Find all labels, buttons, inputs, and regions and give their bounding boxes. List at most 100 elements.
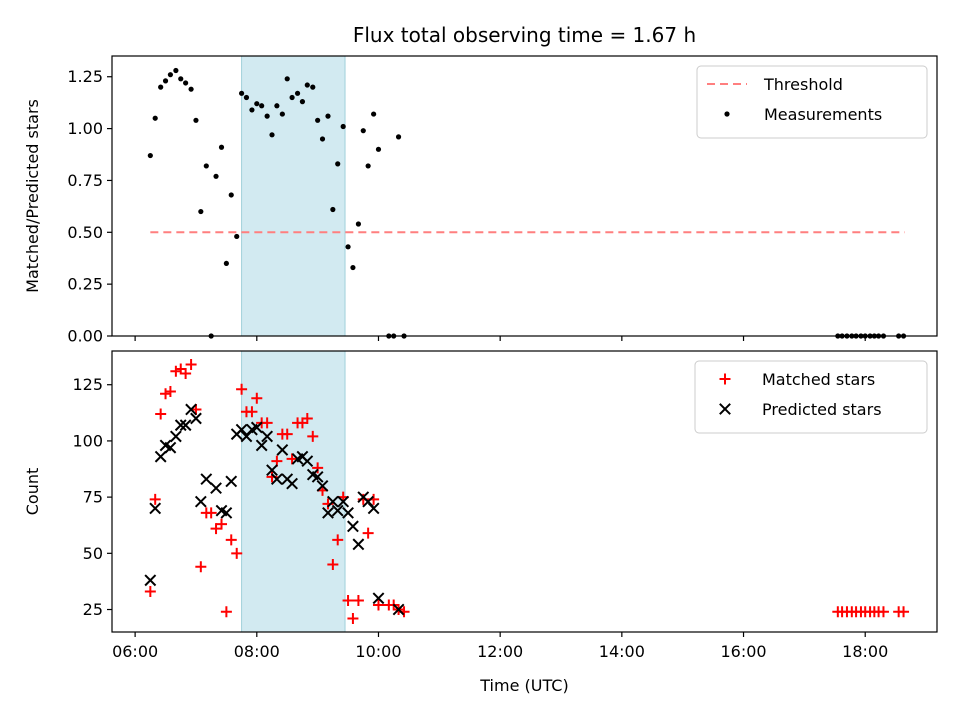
data-point — [274, 103, 280, 109]
data-point — [144, 586, 156, 598]
data-point — [162, 78, 169, 84]
data-point — [395, 134, 402, 140]
data-point — [254, 101, 260, 107]
data-point — [174, 419, 187, 432]
data-point — [149, 493, 161, 505]
data-point — [315, 117, 321, 123]
x-tick-label: 14:00 — [599, 642, 645, 661]
data-point — [194, 495, 207, 508]
data-point — [307, 430, 319, 442]
data-point — [898, 606, 910, 618]
x-tick-label: 10:00 — [355, 642, 401, 661]
legend: Matched stars Predicted stars — [694, 360, 928, 434]
data-point — [220, 506, 233, 519]
data-point — [234, 233, 240, 240]
x-tick-label: 16:00 — [720, 642, 766, 661]
data-point — [185, 403, 198, 416]
data-point — [223, 260, 229, 267]
y-tick-label: 0.25 — [67, 275, 103, 294]
data-point — [342, 595, 354, 607]
data-point — [261, 417, 273, 429]
y-tick-label: 0.50 — [67, 223, 103, 242]
data-point — [205, 507, 217, 519]
data-point — [331, 504, 344, 517]
legend-marker — [719, 373, 731, 385]
data-point — [301, 455, 314, 468]
data-point — [352, 595, 364, 607]
data-point — [325, 113, 331, 119]
y-tick-label: 75 — [83, 488, 103, 507]
chart-title: Flux total observing time = 1.67 h — [353, 23, 696, 47]
data-point — [238, 90, 245, 96]
data-point — [311, 470, 324, 483]
data-point — [243, 94, 250, 101]
data-point — [319, 136, 326, 142]
y-tick-label: 50 — [83, 544, 103, 563]
data-point — [270, 473, 283, 486]
top-panel: 0.00 0.25 0.50 0.75 1.00 1.25 Matched/Predicte… — [23, 55, 938, 346]
y-tick-label: 0.00 — [67, 327, 103, 346]
legend: Threshold Measurements — [696, 65, 928, 139]
data-point — [173, 67, 179, 74]
legend-box — [694, 360, 928, 434]
data-point — [155, 408, 167, 420]
data-point — [375, 146, 382, 152]
data-point — [164, 441, 177, 454]
series-predicted-stars — [144, 403, 405, 616]
data-point — [299, 99, 306, 105]
data-point — [193, 117, 199, 123]
data-point — [236, 383, 248, 395]
legend-label: Threshold — [763, 75, 843, 94]
data-point — [249, 107, 255, 113]
data-point — [330, 206, 336, 213]
data-point — [170, 365, 182, 377]
plot-frame — [111, 350, 938, 633]
data-point — [372, 599, 384, 611]
data-point — [250, 421, 263, 434]
data-point — [276, 444, 289, 456]
data-point — [188, 86, 194, 92]
data-point — [180, 367, 192, 379]
data-point — [360, 128, 366, 134]
data-point — [154, 450, 167, 463]
data-point — [185, 358, 197, 370]
data-point — [147, 152, 153, 159]
data-point — [210, 482, 222, 495]
data-point — [169, 430, 182, 443]
data-point — [332, 534, 344, 546]
data-point — [144, 574, 157, 587]
x-tick-label: 08:00 — [234, 642, 280, 661]
x-tick-label: 06:00 — [112, 642, 158, 661]
data-point — [372, 592, 385, 605]
data-point — [152, 115, 158, 121]
data-point — [255, 439, 268, 452]
data-point — [183, 80, 189, 86]
data-point — [220, 606, 232, 618]
data-point — [371, 111, 377, 117]
data-point — [335, 161, 341, 167]
data-point — [289, 94, 295, 101]
data-point — [342, 506, 354, 519]
data-point — [355, 221, 362, 227]
data-point — [281, 428, 293, 440]
data-point — [235, 423, 248, 436]
legend-label: Matched stars — [762, 370, 875, 389]
data-point — [251, 392, 263, 404]
data-point — [340, 123, 346, 130]
data-point — [246, 406, 258, 418]
data-point — [164, 385, 176, 397]
data-point — [216, 518, 228, 530]
data-point — [304, 82, 310, 88]
data-point — [228, 192, 234, 198]
data-point — [316, 479, 329, 492]
data-point — [167, 72, 174, 78]
y-tick-label: 125 — [72, 375, 103, 394]
x-tick-label: 18:00 — [842, 642, 888, 661]
data-point — [225, 475, 238, 488]
data-point — [195, 561, 207, 573]
bottom-panel: 25 50 75 100 125 06:00 08:00 10:00 12:00 14:00 16:… — [23, 350, 938, 661]
data-point — [264, 113, 270, 119]
data-point — [286, 453, 298, 465]
data-point — [327, 559, 339, 571]
